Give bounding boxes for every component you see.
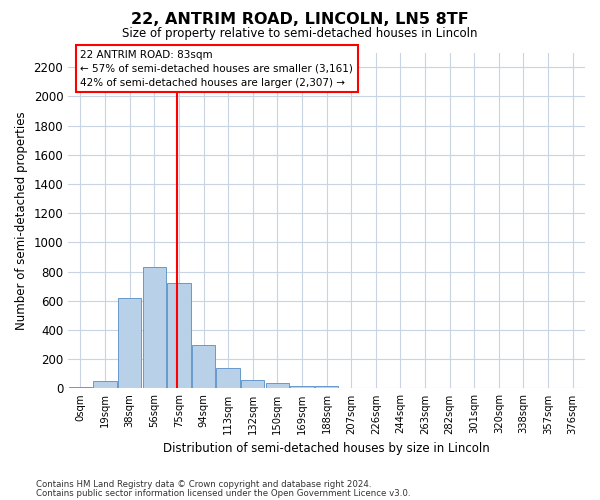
Bar: [315, 386, 338, 388]
Bar: [290, 386, 314, 388]
Bar: [241, 380, 265, 388]
Bar: [167, 284, 191, 389]
Bar: [266, 384, 289, 388]
Bar: [118, 298, 142, 388]
X-axis label: Distribution of semi-detached houses by size in Lincoln: Distribution of semi-detached houses by …: [163, 442, 490, 455]
Bar: [69, 387, 92, 388]
Text: Contains HM Land Registry data © Crown copyright and database right 2024.: Contains HM Land Registry data © Crown c…: [36, 480, 371, 489]
Text: Size of property relative to semi-detached houses in Lincoln: Size of property relative to semi-detach…: [122, 28, 478, 40]
Text: 22, ANTRIM ROAD, LINCOLN, LN5 8TF: 22, ANTRIM ROAD, LINCOLN, LN5 8TF: [131, 12, 469, 28]
Text: 22 ANTRIM ROAD: 83sqm
← 57% of semi-detached houses are smaller (3,161)
42% of s: 22 ANTRIM ROAD: 83sqm ← 57% of semi-deta…: [80, 50, 353, 88]
Y-axis label: Number of semi-detached properties: Number of semi-detached properties: [15, 111, 28, 330]
Bar: [143, 267, 166, 388]
Bar: [94, 381, 117, 388]
Text: Contains public sector information licensed under the Open Government Licence v3: Contains public sector information licen…: [36, 489, 410, 498]
Bar: [192, 344, 215, 389]
Bar: [217, 368, 240, 388]
